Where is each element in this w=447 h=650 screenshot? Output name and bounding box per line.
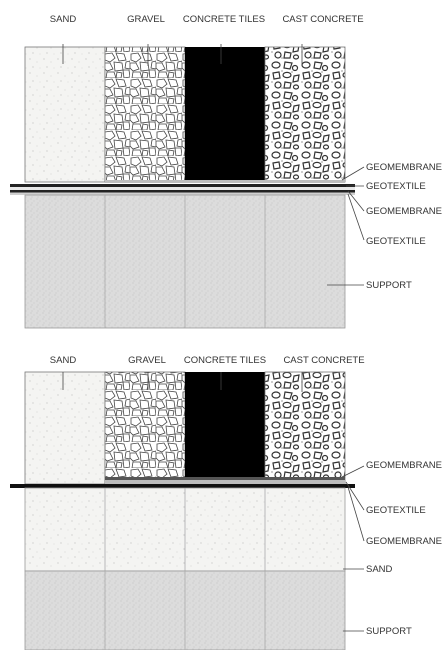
label-geotextile: GEOTEXTILE [366,505,426,516]
label-geotextile-2: GEOTEXTILE [366,236,426,247]
side-leader-lines [341,465,365,632]
sand-column [24,371,106,485]
top-leader-lines [62,44,303,66]
support-dividers [104,571,266,650]
geotextile-middle-layer [10,187,355,190]
geotextile-strip [105,480,345,484]
gravel-column [104,46,186,183]
label-sand-layer: SAND [366,564,393,575]
label-geomembrane-1: GEOMEMBRANE [366,460,442,471]
side-leader-lines [327,166,365,286]
support-dividers [104,195,266,328]
geomembrane-full-layer [10,484,355,488]
concrete-tiles-column [185,47,265,182]
label-geomembrane-1: GEOMEMBRANE [366,162,442,173]
diagram-1: SAND GRAVEL CONCRETE TILES CAST CONCRETE… [10,14,442,329]
label-concrete-tiles: CONCRETE TILES [183,14,265,25]
concrete-tiles-column [185,372,265,484]
geomembrane-lower-layer [10,190,355,193]
sand-layer-dividers [104,488,266,571]
top-leader-lines [62,372,303,392]
geotextile-lower-layer [10,192,355,195]
label-support-2: SUPPORT [366,626,412,637]
label-geomembrane-2: GEOMEMBRANE [366,536,442,547]
label-concrete-tiles: CONCRETE TILES [184,355,266,366]
geomembrane-strip [105,477,345,480]
cast-concrete-column [264,371,346,485]
label-gravel: GRAVEL [128,355,166,366]
geotextile-strip [105,180,345,183]
label-sand: SAND [50,355,77,366]
label-sand: SAND [50,14,77,25]
label-cast-concrete: CAST CONCRETE [282,14,363,25]
label-support-1: SUPPORT [366,280,412,291]
label-geotextile-1: GEOTEXTILE [366,181,426,192]
diagram-2: SAND GRAVEL CONCRETE TILES CAST CONCRETE… [10,355,442,650]
label-geomembrane-2: GEOMEMBRANE [366,206,442,217]
gravel-column [104,371,186,485]
sand-column [24,46,106,183]
cast-concrete-column [264,46,346,183]
label-gravel: GRAVEL [127,14,165,25]
label-cast-concrete: CAST CONCRETE [283,355,364,366]
geomembrane-upper-layer [10,184,355,187]
